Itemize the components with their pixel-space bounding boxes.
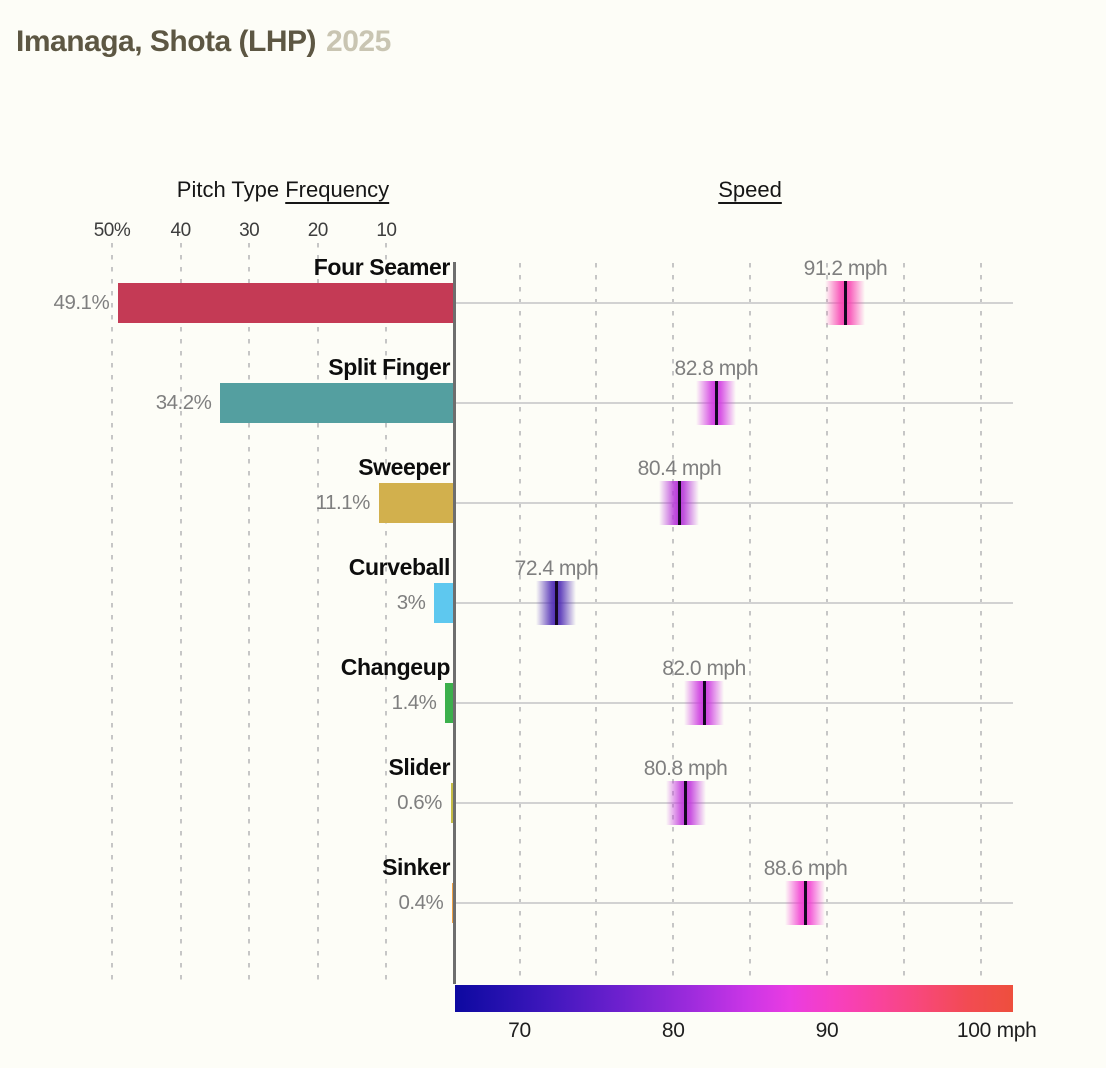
speed-gridline [595,263,598,980]
speed-marker-line [554,581,558,625]
frequency-value-label: 11.1% [315,491,371,514]
speed-row-gridline [455,602,1013,604]
frequency-header-underlined: Frequency [285,177,390,202]
frequency-axis-tick-label: 50% [93,220,131,241]
frequency-gridline [179,243,182,980]
speed-row-gridline [455,702,1013,704]
frequency-bar [450,783,455,823]
speed-row-gridline [455,802,1013,804]
pitch-name-label: Four Seamer [313,254,451,280]
frequency-bar [220,383,455,423]
speed-gridline [518,263,521,980]
frequency-value-label: 34.2% [155,391,212,414]
speed-marker-line [843,281,847,325]
speed-row-gridline [455,302,1013,304]
speed-value-label: 91.2 mph [803,257,888,280]
speed-marker-line [803,881,807,925]
frequency-axis-tick-label: 20 [307,220,329,241]
pitch-name-label: Changeup [340,654,451,680]
speed-gridline [979,263,982,980]
frequency-value-label: 0.6% [397,791,442,814]
frequency-gridline [316,243,319,980]
frequency-bar [434,583,455,623]
speed-value-label: 82.8 mph [674,357,759,380]
frequency-header-prefix: Pitch Type [176,177,286,202]
player-name: Imanaga, Shota (LHP) [16,25,317,58]
speed-gridline [672,263,675,980]
speed-row-gridline [455,502,1013,504]
frequency-value-label: 1.4% [391,691,437,714]
speed-axis-tick-label: 90 [815,1019,839,1042]
speed-gridline [902,263,905,980]
frequency-value-label: 0.4% [398,891,444,914]
frequency-value-label: 49.1% [53,291,110,314]
frequency-bar [118,283,455,323]
speed-value-label: 88.6 mph [763,857,848,880]
frequency-axis-line [453,262,456,984]
speed-marker-line [714,381,718,425]
frequency-axis-tick-label: 30 [239,220,260,241]
speed-value-label: 72.4 mph [514,557,599,580]
season-year: 2025 [326,25,391,58]
speed-marker-line [684,781,688,825]
page-title: Imanaga, Shota (LHP) 2025 [16,25,391,59]
frequency-column-header: Pitch Type Frequency [100,177,466,203]
frequency-gridline [385,243,388,980]
speed-colorbar-legend [455,985,1013,1012]
speed-marker-line [677,481,681,525]
speed-axis-tick-label: 80 [661,1019,685,1042]
speed-axis-tick-label: 100 mph [956,1019,1037,1042]
pitch-name-label: Sweeper [358,454,450,480]
frequency-value-label: 3% [396,591,426,614]
speed-column-header: Speed [560,177,940,203]
frequency-bar [378,483,455,523]
speed-axis-tick-label: 70 [508,1019,531,1042]
speed-row-gridline [455,902,1013,904]
speed-marker-line [702,681,706,725]
frequency-axis-tick-label: 40 [170,220,192,241]
speed-gridline [826,263,828,980]
speed-value-label: 80.4 mph [637,457,722,480]
frequency-gridline [248,243,251,980]
pitch-name-label: Slider [388,754,450,780]
frequency-axis-tick-label: 10 [376,220,397,241]
frequency-bar [445,683,455,723]
speed-value-label: 82.0 mph [662,657,746,680]
pitch-name-label: Sinker [382,854,450,880]
pitch-name-label: Curveball [348,554,451,580]
pitch-name-label: Split Finger [328,354,450,380]
speed-value-label: 80.8 mph [643,757,728,780]
speed-header-label: Speed [718,177,782,202]
speed-gridline [749,263,752,980]
frequency-gridline [111,243,113,980]
